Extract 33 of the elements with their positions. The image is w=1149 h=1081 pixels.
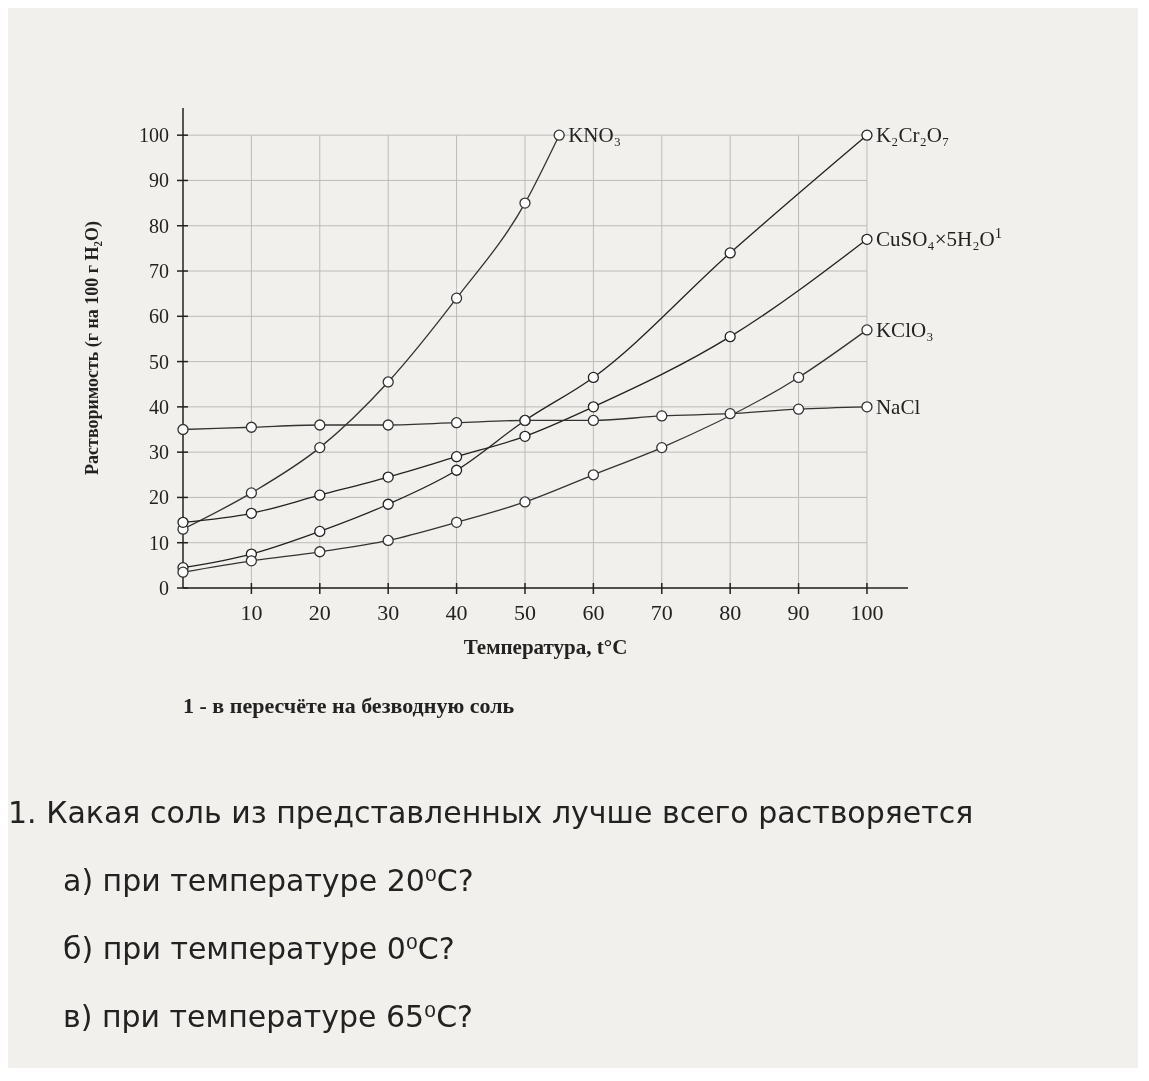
y-axis-title: Растворимость (г на 100 г H₂O) bbox=[82, 221, 103, 475]
x-tick-label: 100 bbox=[850, 600, 884, 625]
x-tick-label: 50 bbox=[513, 600, 536, 625]
x-tick-label: 90 bbox=[787, 600, 810, 625]
x-tick-label: 70 bbox=[650, 600, 673, 625]
text: б) при температуре 0⁰С? bbox=[63, 931, 455, 966]
x-tick-label: 20 bbox=[308, 600, 331, 625]
series-label: KNO₃ bbox=[568, 123, 622, 148]
x-axis-title: Температура, t°C bbox=[463, 635, 628, 659]
y-tick-label: 70 bbox=[149, 260, 169, 283]
text: 1 - в пересчёте на безводную соль bbox=[183, 693, 515, 718]
y-tick-label: 90 bbox=[149, 169, 169, 192]
text: а) при температуре 20⁰С? bbox=[63, 863, 474, 898]
y-tick-label: 60 bbox=[149, 305, 169, 328]
y-tick-label: 10 bbox=[149, 531, 169, 554]
series-label: KClO₃ bbox=[875, 317, 934, 342]
x-tick-label: 40 bbox=[445, 600, 468, 625]
series-label: NaCl bbox=[875, 394, 921, 419]
y-tick-label: 0 bbox=[159, 577, 169, 599]
x-tick-label: 60 bbox=[582, 600, 605, 625]
y-tick-label: 80 bbox=[149, 214, 169, 237]
y-tick-label: 50 bbox=[149, 350, 169, 373]
x-tick-label: 10 bbox=[240, 600, 263, 625]
text: 1. Какая соль из представленных лучше всего растворяется bbox=[8, 795, 974, 830]
series-label: CuSO₄×5H₂O$^{1}$ bbox=[875, 225, 1002, 252]
x-tick-label: 80 bbox=[719, 600, 742, 625]
text: в) при температуре 65⁰С? bbox=[63, 999, 474, 1034]
x-tick-label: 30 bbox=[377, 600, 400, 625]
y-tick-label: 30 bbox=[149, 441, 169, 464]
series-label: K₂Cr₂O₇ bbox=[875, 123, 950, 148]
y-tick-label: 40 bbox=[149, 395, 169, 418]
y-tick-label: 100 bbox=[139, 124, 169, 147]
y-tick-label: 20 bbox=[149, 486, 169, 509]
